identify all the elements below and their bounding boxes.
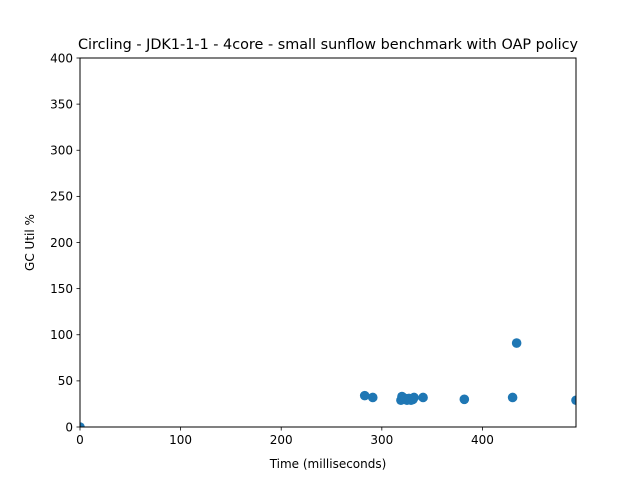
data-point bbox=[409, 392, 419, 403]
data-point bbox=[80, 422, 85, 427]
y-tick-label: 200 bbox=[50, 236, 73, 250]
y-axis-label: GC Util % bbox=[23, 214, 37, 271]
y-tick-label: 250 bbox=[50, 190, 73, 204]
data-point bbox=[571, 395, 576, 406]
x-tick-label: 200 bbox=[270, 433, 293, 447]
axis-ticks: 0 100 200 300 400 0 50 100 150 200 250 300 350 400 bbox=[50, 51, 494, 447]
data-point bbox=[359, 390, 370, 401]
data-point bbox=[511, 338, 522, 348]
x-tick-label: 100 bbox=[169, 433, 192, 447]
chart-title: Circling - JDK1-1-1 - 4core - small sunf… bbox=[78, 37, 579, 53]
x-axis-label: Time (milliseconds) bbox=[269, 457, 387, 471]
x-tick-label: 400 bbox=[471, 433, 494, 447]
y-tick-label: 0 bbox=[65, 420, 73, 434]
data-points bbox=[80, 338, 576, 427]
data-point bbox=[459, 394, 470, 405]
data-point bbox=[507, 392, 518, 403]
y-tick-label: 350 bbox=[50, 97, 73, 111]
data-point bbox=[418, 392, 428, 403]
x-tick-label: 0 bbox=[76, 433, 84, 447]
y-tick-label: 400 bbox=[50, 51, 73, 65]
x-tick-label: 300 bbox=[370, 433, 393, 447]
plot-area bbox=[80, 58, 576, 427]
plot-frame bbox=[79, 57, 577, 428]
y-tick-label: 300 bbox=[50, 144, 73, 158]
y-tick-label: 100 bbox=[50, 328, 73, 342]
y-tick-label: 50 bbox=[58, 374, 73, 388]
data-point bbox=[367, 392, 378, 403]
y-tick-label: 150 bbox=[50, 282, 73, 296]
